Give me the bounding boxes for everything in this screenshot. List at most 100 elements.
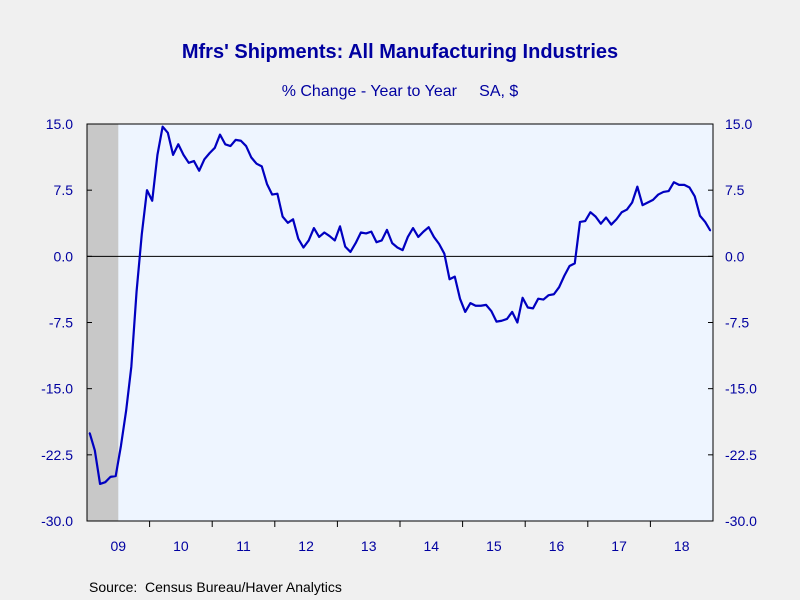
y-tick-label-left: -22.5 — [41, 447, 73, 463]
data-point — [167, 132, 169, 134]
y-tick-label-right: -30.0 — [725, 513, 757, 529]
data-point — [704, 221, 706, 223]
data-point — [188, 162, 190, 164]
x-tick-label: 11 — [236, 538, 251, 554]
y-axis-right: 15.0 7.5 0.0 -7.5 -15.0 -22.5 -30.0 — [708, 116, 757, 529]
data-point — [631, 201, 633, 204]
y-tick-label-left: -7.5 — [49, 315, 73, 331]
data-point — [568, 265, 571, 267]
data-point — [464, 311, 466, 313]
data-point — [412, 227, 414, 229]
recession-shade — [87, 124, 119, 521]
data-point — [177, 143, 179, 145]
data-point — [668, 190, 670, 192]
data-point — [610, 223, 612, 226]
data-point — [495, 321, 498, 323]
data-point — [250, 156, 252, 159]
data-point — [313, 227, 315, 229]
data-point — [292, 218, 294, 220]
data-point — [574, 262, 576, 264]
data-point — [501, 320, 503, 322]
x-tick-label: 13 — [361, 538, 377, 554]
data-point — [182, 154, 185, 156]
data-point — [433, 236, 435, 238]
data-point — [349, 251, 352, 253]
data-point — [506, 318, 508, 320]
data-point — [386, 229, 388, 231]
data-point — [459, 298, 461, 300]
data-point — [391, 242, 393, 244]
y-tick-label-left: 15.0 — [46, 116, 73, 132]
y-axis-left: 15.0 7.5 0.0 -7.5 -15.0 -22.5 -30.0 — [41, 116, 92, 529]
data-point — [589, 211, 592, 213]
data-point — [673, 181, 675, 183]
x-tick-label: 09 — [111, 538, 127, 554]
data-point — [255, 163, 258, 165]
data-point — [151, 200, 153, 202]
y-tick-label-right: 15.0 — [725, 116, 752, 132]
x-tick-label: 14 — [424, 538, 440, 554]
data-point — [99, 483, 101, 485]
y-tick-label-left: -30.0 — [41, 513, 73, 529]
data-point — [135, 291, 138, 293]
data-point — [339, 225, 341, 227]
data-point — [162, 126, 164, 128]
data-point — [516, 321, 518, 324]
data-point — [657, 193, 659, 196]
data-point — [475, 305, 477, 307]
y-tick-label-left: -15.0 — [41, 381, 73, 397]
data-point — [428, 226, 430, 228]
series-line — [88, 125, 712, 486]
data-point — [146, 189, 148, 191]
data-point — [615, 218, 618, 220]
data-point — [678, 184, 680, 186]
data-point — [621, 211, 623, 213]
data-point — [600, 223, 602, 225]
data-point — [595, 216, 597, 218]
data-point — [219, 133, 221, 136]
data-point — [683, 184, 685, 186]
data-point — [370, 231, 372, 233]
data-point — [548, 294, 550, 296]
data-point — [203, 158, 205, 160]
data-point — [89, 432, 91, 434]
data-point — [240, 140, 242, 142]
recession-shading-layer — [87, 124, 119, 521]
data-point — [282, 216, 284, 218]
data-point — [699, 215, 701, 217]
data-point — [688, 186, 691, 189]
x-tick-label: 16 — [549, 538, 565, 554]
data-point — [553, 293, 555, 295]
data-point — [344, 246, 346, 248]
x-axis: 09 10 11 12 13 14 15 16 17 18 — [111, 521, 690, 554]
data-point — [652, 199, 654, 201]
data-point — [542, 298, 545, 301]
chart-subtitle: % Change - Year to Year SA, $ — [282, 83, 519, 100]
y-tick-label-right: 0.0 — [725, 248, 745, 264]
data-point — [172, 154, 174, 156]
y-tick-label-right: 7.5 — [725, 182, 745, 198]
data-point — [287, 222, 289, 224]
data-point — [454, 276, 456, 278]
data-point — [120, 445, 122, 447]
data-point — [229, 145, 232, 147]
data-point — [365, 232, 367, 234]
data-point — [422, 231, 425, 233]
data-point — [537, 298, 539, 300]
plot-area — [87, 124, 713, 521]
data-point — [584, 220, 586, 222]
data-point — [438, 243, 440, 245]
data-point — [266, 183, 268, 185]
data-point — [198, 170, 200, 172]
data-point — [271, 193, 273, 196]
x-tick-label: 15 — [486, 538, 502, 554]
data-point — [626, 208, 628, 211]
data-point — [318, 236, 320, 238]
data-point — [641, 204, 644, 206]
y-tick-label-left: 0.0 — [54, 248, 74, 264]
data-point — [323, 231, 325, 234]
data-point — [381, 239, 383, 242]
data-point — [469, 302, 472, 304]
source-note: Source: Census Bureau/Haver Analytics — [89, 579, 342, 595]
x-tick-label: 12 — [298, 538, 314, 554]
